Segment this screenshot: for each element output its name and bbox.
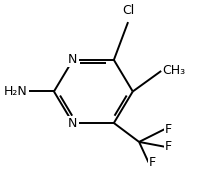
Text: F: F <box>164 123 171 136</box>
Text: N: N <box>68 53 78 66</box>
Text: F: F <box>149 156 156 169</box>
Text: Cl: Cl <box>122 4 134 17</box>
Text: CH₃: CH₃ <box>163 64 186 77</box>
Text: F: F <box>164 140 171 153</box>
Text: H₂N: H₂N <box>3 85 27 98</box>
Text: N: N <box>68 117 78 130</box>
